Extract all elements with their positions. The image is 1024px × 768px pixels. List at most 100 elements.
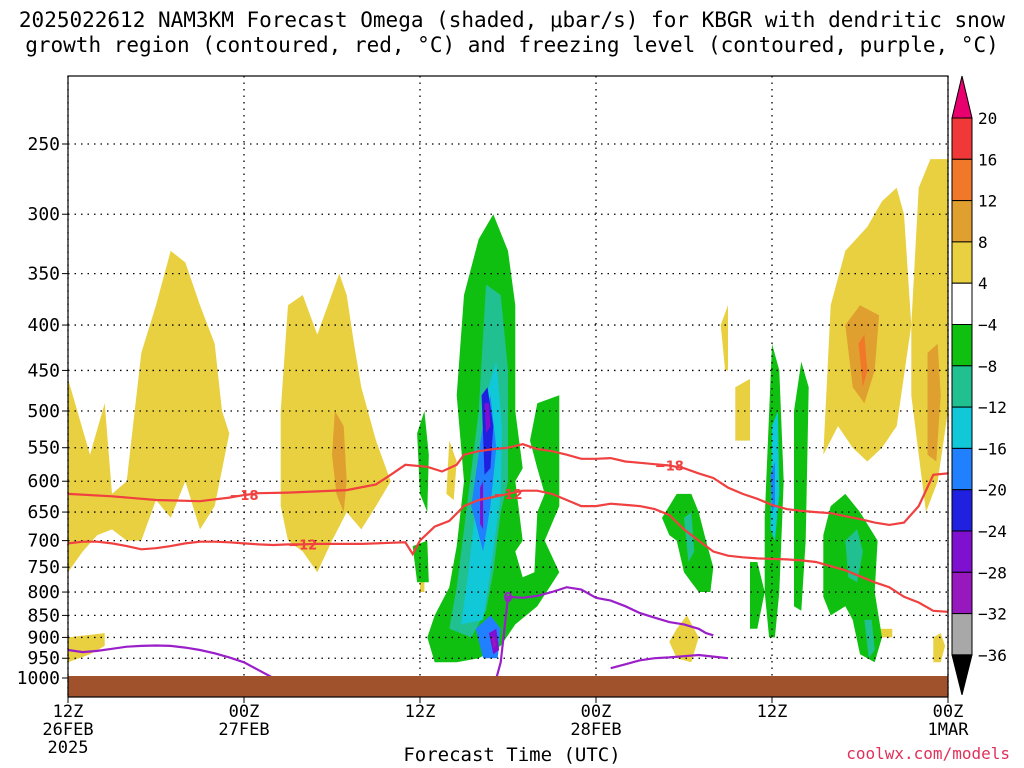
colorbar-segment-6	[951, 324, 973, 367]
omega-region-8	[720, 305, 728, 371]
colorbar-label-10: −24	[978, 522, 1007, 541]
contour-line-0	[68, 443, 948, 527]
contour-label-1: −18	[655, 460, 684, 475]
colorbar-label-4: 4	[978, 274, 988, 293]
omega-region-17	[417, 411, 429, 513]
y-tick-label-650: 650	[27, 502, 60, 523]
y-tick-label-400: 400	[27, 315, 60, 336]
colorbar-segment-3	[951, 200, 973, 243]
colorbar-label-0: 20	[978, 109, 997, 128]
colorbar-label-3: 8	[978, 233, 988, 252]
omega-region-3	[332, 411, 347, 513]
y-tick-label-750: 750	[27, 557, 60, 578]
omega-region-26	[684, 512, 695, 562]
ground-terrain	[68, 676, 948, 697]
colorbar-label-5: −4	[978, 316, 997, 335]
omega-region-9	[735, 378, 750, 441]
x-tick-label-60-0: 00Z	[933, 702, 964, 722]
y-tick-label-250: 250	[27, 134, 60, 155]
omega-region-4	[446, 440, 457, 500]
omega-region-15	[879, 628, 893, 638]
colorbar-label-13: −36	[978, 646, 1007, 665]
omega-region-34	[481, 387, 494, 475]
omega-region-38	[491, 637, 497, 648]
colorbar-label-7: −12	[978, 398, 1007, 417]
colorbar-segment-10	[951, 489, 973, 532]
y-tick-label-550: 550	[27, 438, 60, 459]
omega-region-16	[933, 633, 946, 663]
colorbar-label-12: −32	[978, 605, 1007, 624]
omega-region-1	[68, 633, 105, 663]
colorbar-segment-5	[951, 282, 973, 326]
colorbar-segment-8	[951, 406, 973, 449]
omega-region-28	[864, 619, 875, 659]
colorbar-segment-12	[951, 571, 973, 615]
y-tick-label-600: 600	[27, 471, 60, 492]
colorbar-label-9: −20	[978, 481, 1007, 500]
x-tick-label-0-1: 26FEB	[42, 720, 93, 740]
contour-line-2	[68, 644, 289, 683]
omega-region-13	[911, 159, 948, 513]
credit-text: coolwx.com/models	[846, 744, 1010, 763]
colorbar-label-11: −28	[978, 563, 1007, 582]
contour-lines	[68, 443, 948, 690]
omega-region-35	[480, 481, 484, 530]
x-tick-label-36-1: 28FEB	[570, 720, 621, 740]
colorbar-segment-7	[951, 365, 973, 408]
x-axis-title: Forecast Time (UTC)	[403, 744, 621, 766]
omega-shading	[68, 159, 948, 663]
x-tick-label-36-0: 00Z	[581, 702, 612, 722]
omega-region-27	[845, 529, 863, 583]
x-tick-label-12-0: 00Z	[229, 702, 260, 722]
y-tick-label-350: 350	[27, 264, 60, 285]
contour-line-1	[68, 489, 948, 613]
x-tick-label-12-1: 27FEB	[218, 720, 269, 740]
colorbar-segment-13	[951, 613, 973, 656]
contour-label-3: −12	[494, 488, 523, 503]
x-tick-label-0-0: 12Z	[53, 702, 84, 722]
y-tick-label-300: 300	[27, 204, 60, 225]
colorbar-label-8: −16	[978, 439, 1007, 458]
omega-region-14	[927, 343, 941, 462]
contour-line-4	[610, 653, 729, 670]
colorbar-cap-top	[951, 75, 973, 119]
contour-label-2: −12	[288, 538, 317, 553]
colorbar-segment-1	[951, 117, 973, 160]
colorbar: 20 16 12 8 4 −4 −8 −12 −16 −20 −24 −28 −32 −36	[951, 75, 1007, 696]
y-tick-label-1000: 1000	[17, 668, 60, 689]
x-tick-label-60-1: 1MAR	[928, 720, 970, 740]
omega-region-18	[412, 540, 429, 583]
colorbar-cap-bottom	[951, 654, 973, 696]
colorbar-label-6: −8	[978, 357, 997, 376]
colorbar-segment-9	[951, 447, 973, 491]
x-tick-label-0-2: 2025	[48, 738, 89, 758]
chart-title-line1: 2025022612 NAM3KM Forecast Omega (shaded…	[18, 8, 1006, 32]
contour-labels: −18 −18 −12 −12 0	[230, 460, 684, 606]
colorbar-segment-2	[951, 158, 973, 202]
contour-line-3	[492, 586, 714, 690]
contour-label-5: 0	[503, 591, 512, 606]
colorbar-label-2: 12	[978, 192, 997, 211]
plot-frame	[67, 75, 949, 698]
omega-region-23	[794, 361, 809, 611]
y-axis: 2503003504004505005506006507007508008509…	[17, 134, 68, 689]
colorbar-segment-11	[951, 530, 973, 573]
y-tick-label-700: 700	[27, 531, 60, 552]
x-tick-label-24-0: 12Z	[405, 702, 436, 722]
colorbar-segment-4	[951, 241, 973, 284]
y-tick-label-800: 800	[27, 582, 60, 603]
y-tick-label-950: 950	[27, 648, 60, 669]
chart-title-line2: growth region (contoured, red, °C) and f…	[25, 33, 999, 57]
contour-label-0: −18	[230, 489, 259, 504]
y-tick-label-850: 850	[27, 605, 60, 626]
omega-region-36	[484, 403, 491, 434]
omega-region-12	[858, 334, 868, 388]
omega-region-21	[750, 562, 765, 629]
colorbar-label-1: 16	[978, 150, 997, 169]
x-tick-label-48-0: 12Z	[757, 702, 788, 722]
y-tick-label-450: 450	[27, 360, 60, 381]
omega-region-0	[68, 250, 230, 573]
y-tick-label-900: 900	[27, 627, 60, 648]
